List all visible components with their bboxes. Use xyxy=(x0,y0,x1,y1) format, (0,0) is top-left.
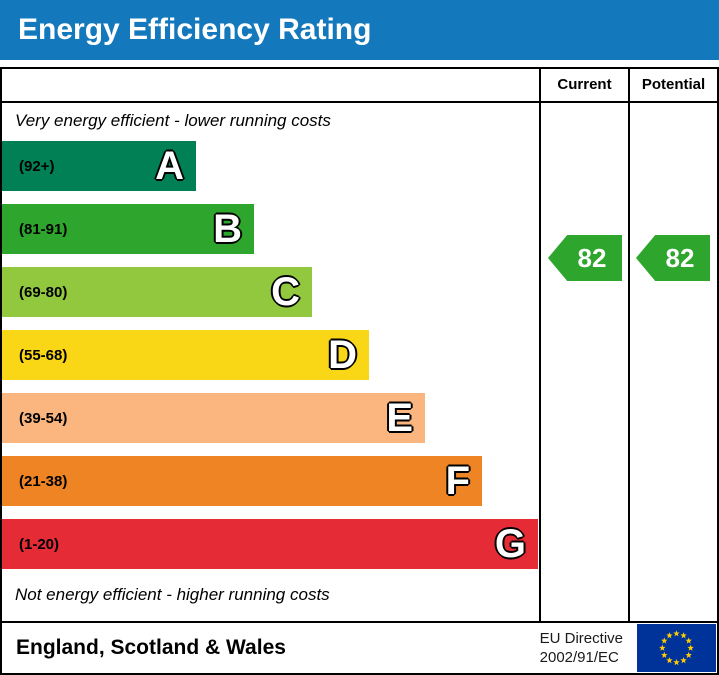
band-range-f: (21-38) xyxy=(19,472,68,490)
band-bar-b: (81-91) B xyxy=(2,204,254,254)
band-bar-g: (1-20) G xyxy=(2,519,538,569)
current-rating-value: 82 xyxy=(577,242,607,273)
band-range-b: (81-91) xyxy=(19,220,68,238)
band-bar-d: (55-68) D xyxy=(2,330,369,380)
band-letter-a: A xyxy=(155,144,184,188)
band-range-g: (1-20) xyxy=(19,535,60,553)
page-title: Energy Efficiency Rating xyxy=(18,13,372,46)
potential-rating-arrow: 82 xyxy=(636,235,710,281)
bottom-note: Not energy efficient - higher running co… xyxy=(15,585,330,604)
current-column-header: Current xyxy=(557,76,612,93)
band-bar-c: (69-80) C xyxy=(2,267,312,317)
band-letter-c: C xyxy=(271,270,300,314)
band-letter-b: B xyxy=(213,207,242,251)
band-letter-d: D xyxy=(328,333,357,377)
potential-column-header: Potential xyxy=(641,76,706,93)
eu-directive-label: EU Directive 2002/91/EC xyxy=(539,629,623,667)
footer-divider-line xyxy=(2,621,717,623)
footer: England, Scotland & Wales EU Directive 2… xyxy=(2,623,717,673)
header-divider-line xyxy=(2,101,717,103)
potential-column-divider xyxy=(628,69,630,621)
band-bar-a: (92+) A xyxy=(2,141,196,191)
current-rating-arrow: 82 xyxy=(548,235,622,281)
band-bar-e: (39-54) E xyxy=(2,393,425,443)
band-range-a: (92+) xyxy=(19,157,55,175)
title-bar: Energy Efficiency Rating xyxy=(0,0,719,60)
rating-chart-box: Current Potential Very energy efficient … xyxy=(0,67,719,675)
current-column-divider xyxy=(539,69,541,621)
band-range-c: (69-80) xyxy=(19,283,68,301)
band-range-e: (39-54) xyxy=(19,409,68,427)
eu-flag-icon xyxy=(637,624,716,672)
band-letter-e: E xyxy=(386,396,413,440)
region-label: England, Scotland & Wales xyxy=(16,636,286,659)
band-bar-f: (21-38) F xyxy=(2,456,482,506)
band-letter-f: F xyxy=(445,459,470,503)
band-letter-g: G xyxy=(494,522,526,566)
band-range-d: (55-68) xyxy=(19,346,68,364)
top-note: Very energy efficient - lower running co… xyxy=(15,111,331,130)
potential-rating-value: 82 xyxy=(665,242,695,273)
